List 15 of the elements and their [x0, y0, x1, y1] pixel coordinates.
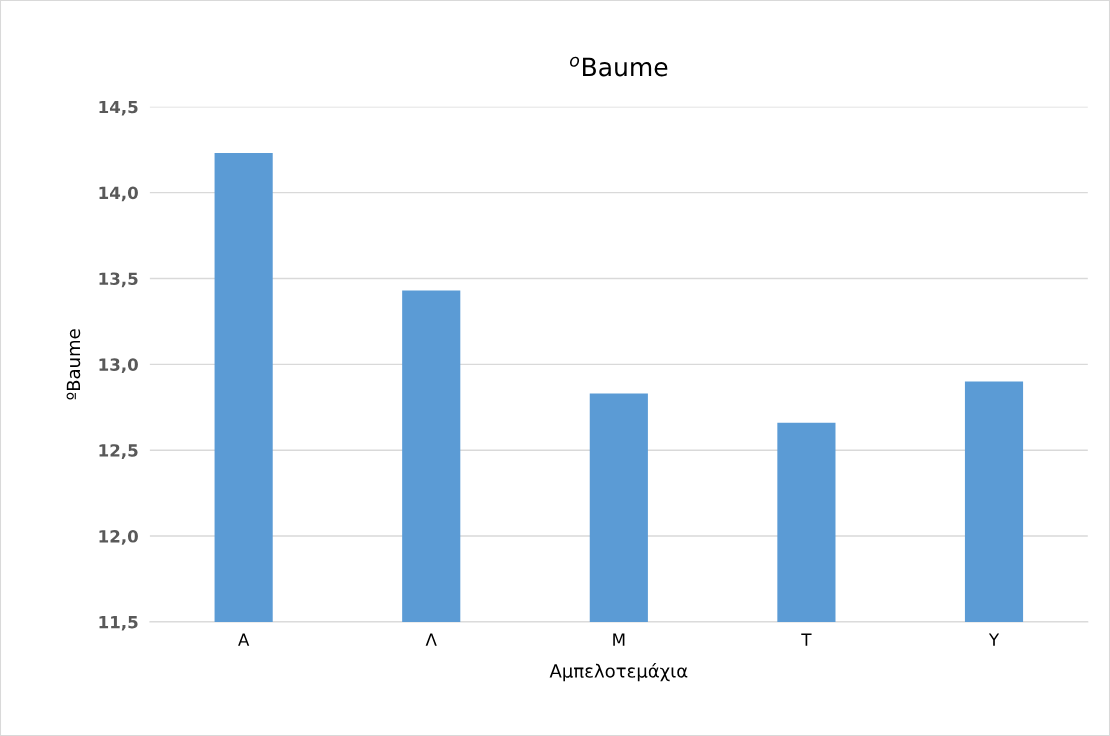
y-tick-label: 14,5 [99, 100, 138, 116]
x-tick-label: Μ [613, 633, 625, 646]
y-axis-title: ºBaume [66, 329, 81, 400]
y-tick-label: 11,5 [99, 616, 138, 631]
chart-title: $^{o}$Baume [569, 56, 668, 77]
y-tick-label: 13,0 [99, 358, 138, 374]
y-tick-label: 13,5 [99, 272, 138, 288]
y-tick-label: 12,0 [99, 530, 138, 545]
x-tick-label: Τ [801, 633, 812, 646]
x-tick-label: Υ [988, 633, 1000, 646]
x-axis-title: Αμπελοτεμάχια [549, 663, 688, 682]
y-tick-label: 14,0 [99, 186, 138, 202]
x-tick-label: Λ [425, 633, 437, 646]
y-tick-label: 12,5 [99, 444, 138, 459]
x-tick-label: Α [238, 633, 250, 646]
